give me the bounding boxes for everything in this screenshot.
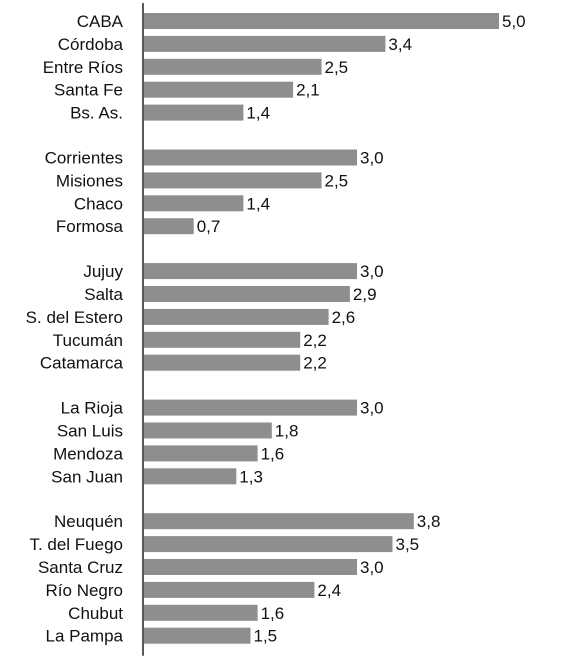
value-label: 3,0	[360, 558, 384, 577]
value-label: 1,5	[254, 627, 278, 646]
bar	[144, 422, 272, 439]
category-label: CABA	[77, 12, 124, 31]
category-label: La Rioja	[61, 399, 124, 418]
value-label: 2,2	[303, 331, 327, 350]
labels-layer: CABA 5,0 Córdoba 3,4 Entre Ríos 2,5 Santa Fe 2,…	[26, 12, 526, 646]
value-label: 5,0	[502, 12, 526, 31]
value-label: 0,7	[197, 217, 221, 236]
category-label: Bs. As.	[70, 104, 123, 123]
bar	[144, 354, 301, 371]
value-label: 2,5	[325, 58, 349, 77]
bar	[144, 81, 294, 98]
value-label: 3,4	[388, 35, 412, 54]
bar	[144, 627, 251, 644]
value-label: 3,5	[396, 535, 420, 554]
bar	[144, 218, 194, 235]
category-label: Tucumán	[53, 331, 123, 350]
category-label: Santa Cruz	[38, 558, 123, 577]
value-label: 2,6	[332, 308, 356, 327]
category-label: Entre Ríos	[43, 58, 123, 77]
bar	[144, 559, 357, 575]
bar	[144, 104, 244, 121]
bar	[144, 35, 386, 52]
bar	[144, 513, 414, 530]
category-label: Jujuy	[83, 262, 123, 281]
bar	[144, 149, 357, 166]
bar	[144, 172, 322, 189]
category-label: Formosa	[56, 217, 124, 236]
category-label: San Luis	[57, 422, 123, 441]
bar	[144, 58, 322, 75]
bar	[144, 468, 237, 485]
bar	[144, 581, 315, 598]
value-label: 2,5	[325, 171, 349, 190]
value-label: 3,0	[360, 149, 384, 168]
category-label: Santa Fe	[54, 81, 123, 100]
bar	[144, 286, 350, 302]
value-label: 3,0	[360, 262, 384, 281]
value-label: 2,2	[303, 354, 327, 373]
value-label: 2,9	[353, 285, 377, 304]
bar	[144, 399, 357, 416]
value-label: 1,6	[261, 604, 285, 623]
category-label: Misiones	[56, 171, 123, 190]
bars-layer	[144, 13, 499, 644]
value-label: 2,1	[296, 81, 320, 100]
bar	[144, 13, 499, 29]
value-label: 1,8	[275, 422, 299, 441]
value-label: 3,0	[360, 399, 384, 418]
value-label: 2,4	[317, 581, 341, 600]
bar	[144, 195, 244, 212]
value-label: 3,8	[417, 512, 441, 531]
category-label: Río Negro	[46, 581, 123, 600]
value-label: 1,4	[246, 194, 270, 213]
category-label: Salta	[84, 285, 123, 304]
category-label: T. del Fuego	[29, 535, 123, 554]
category-label: San Juan	[51, 467, 123, 486]
bar	[144, 263, 357, 280]
value-label: 1,6	[261, 444, 285, 463]
bar	[144, 536, 393, 553]
category-label: Chaco	[74, 194, 123, 213]
category-label: S. del Estero	[26, 308, 123, 327]
bar	[144, 308, 329, 325]
category-label: Neuquén	[54, 512, 123, 531]
category-label: Catamarca	[40, 354, 124, 373]
category-label: Mendoza	[53, 444, 123, 463]
bar	[144, 445, 258, 462]
bar	[144, 604, 258, 621]
value-label: 1,4	[246, 104, 270, 123]
category-label: Corrientes	[45, 149, 123, 168]
category-label: Chubut	[68, 604, 123, 623]
bar	[144, 331, 301, 348]
category-label: Córdoba	[58, 35, 124, 54]
category-label: La Pampa	[46, 627, 124, 646]
value-label: 1,3	[239, 467, 263, 486]
